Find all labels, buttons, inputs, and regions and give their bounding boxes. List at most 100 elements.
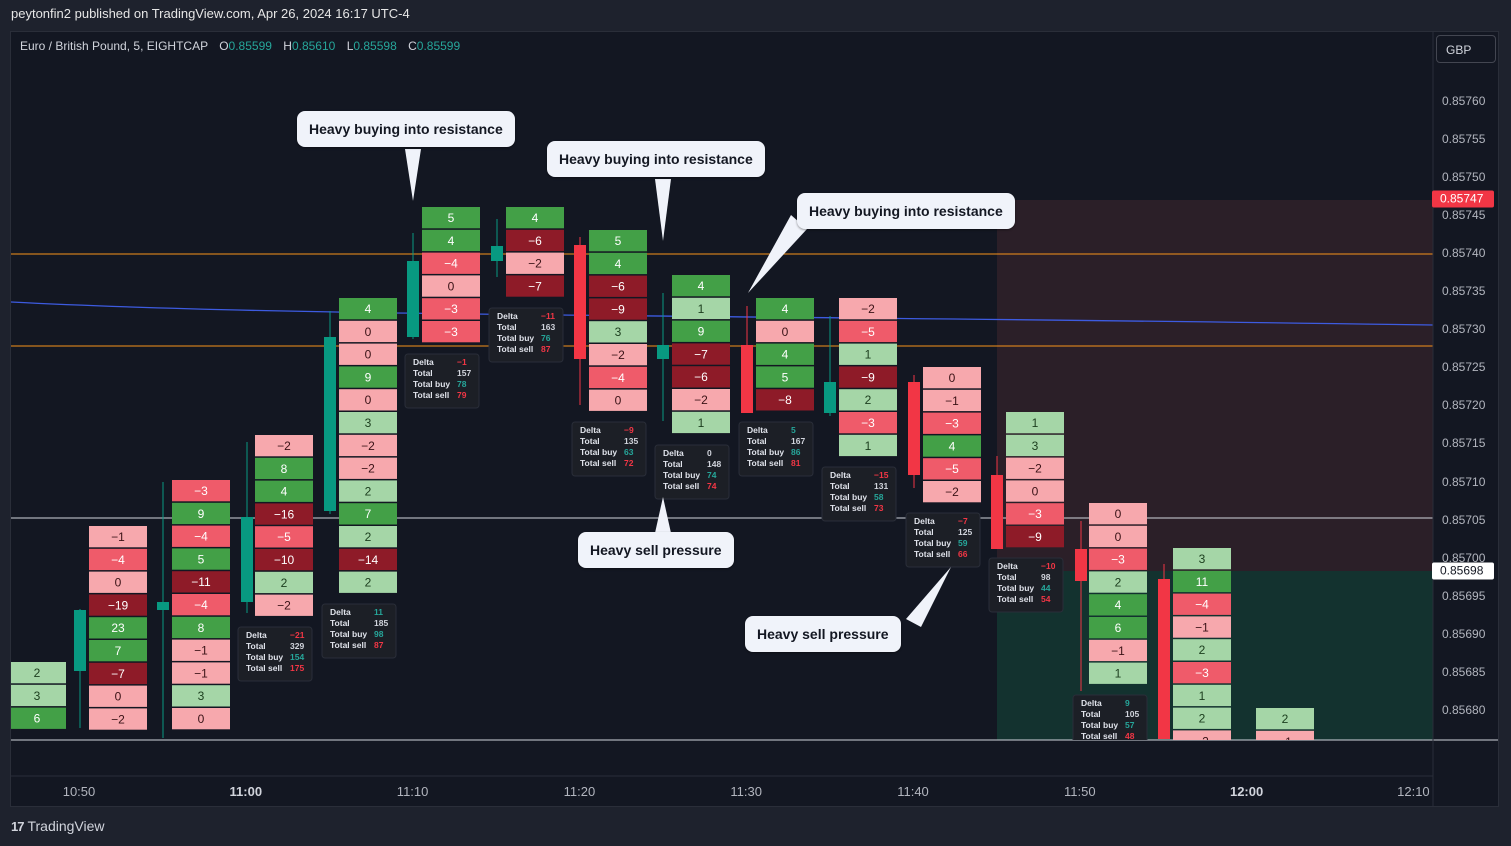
footprint-cell-value: −7 xyxy=(111,667,125,681)
footprint-cell xyxy=(339,298,397,320)
stats-value: 11 xyxy=(374,607,383,617)
chart-canvas[interactable]: 236−1−40−19237−70−2−39−45−11−48−1−130−28… xyxy=(11,32,1499,807)
footprint-cell-value: −2 xyxy=(1195,734,1209,748)
footprint-cell-value: −2 xyxy=(945,485,959,499)
footprint-cell xyxy=(1006,526,1064,548)
footprint-cell-value: 3 xyxy=(1199,552,1206,566)
footprint-cell xyxy=(172,616,230,639)
footprint-cell xyxy=(339,548,397,571)
stats-value: 74 xyxy=(707,470,717,480)
callout-heavy-sell-1[interactable]: Heavy sell pressure xyxy=(578,532,734,568)
callout-heavy-buying-1[interactable]: Heavy buying into resistance xyxy=(297,111,515,147)
stats-value: 79 xyxy=(457,390,467,400)
footprint-cell-value: 7 xyxy=(115,644,122,658)
footprint-cell xyxy=(89,617,147,639)
footprint-cell-value: 4 xyxy=(281,485,288,499)
stats-value: 66 xyxy=(958,549,968,559)
footprint-cell-value: 0 xyxy=(1115,530,1122,544)
stats-label: Total buy xyxy=(830,492,867,502)
stats-value: 5 xyxy=(791,425,796,435)
footprint-cell xyxy=(672,343,730,365)
footprint-cell-value: 2 xyxy=(365,530,372,544)
footprint-cell xyxy=(756,343,814,365)
stats-value: 87 xyxy=(541,344,551,354)
footprint-cell xyxy=(89,526,147,548)
stats-box-bg xyxy=(988,557,1064,613)
stats-box-bg xyxy=(821,466,897,522)
stats-label: Total buy xyxy=(1081,720,1118,730)
stats-value: 72 xyxy=(624,458,634,468)
stats-box-bg xyxy=(488,307,564,363)
callout-heavy-buying-3[interactable]: Heavy buying into resistance xyxy=(797,193,1015,229)
stats-value: 175 xyxy=(290,663,304,673)
footprint-cell-value: −5 xyxy=(861,325,875,339)
footprint-cell-value: −1 xyxy=(194,644,208,658)
footprint-cell xyxy=(1173,684,1231,707)
footprint-cell xyxy=(1006,503,1064,525)
footprint-cell-value: 9 xyxy=(365,370,372,384)
stats-label: Total xyxy=(830,481,850,491)
footprint-cell xyxy=(11,662,66,684)
footprint-cell xyxy=(339,320,397,343)
stats-label: Total xyxy=(246,641,266,651)
footprint-cell-value: −2 xyxy=(1028,462,1042,476)
delta-stats-box: Delta 5 Total 167 Total buy 86 Total sell 81 xyxy=(738,421,814,477)
callout-heavy-sell-2[interactable]: Heavy sell pressure xyxy=(745,616,901,652)
footprint-cell xyxy=(89,708,147,730)
footprint-cell xyxy=(255,526,313,548)
footprint-cell xyxy=(1089,662,1147,684)
candle-body xyxy=(241,517,253,602)
stats-box-bg xyxy=(404,353,480,409)
stats-value: 63 xyxy=(624,447,634,457)
stats-value: 58 xyxy=(874,492,884,502)
resistance-zone xyxy=(997,200,1433,571)
footprint-cell-value: −5 xyxy=(277,530,291,544)
stats-label: Delta xyxy=(1081,698,1102,708)
stats-label: Delta xyxy=(914,516,935,526)
tradingview-logo-icon: 17 xyxy=(11,818,25,834)
footprint-cell xyxy=(172,685,230,707)
candle-body xyxy=(657,345,669,359)
footprint-cell-value: 3 xyxy=(615,325,622,339)
footprint-cell-value: 7 xyxy=(365,507,372,521)
footprint-cell-value: −2 xyxy=(361,462,375,476)
footprint-cell xyxy=(1089,639,1147,662)
footprint-cell xyxy=(839,412,897,434)
stats-label: Total sell xyxy=(497,344,533,354)
stats-label: Total buy xyxy=(246,652,283,662)
footprint-cell xyxy=(589,344,647,366)
high-value: 0.85610 xyxy=(291,39,336,53)
footprint-cell xyxy=(1173,730,1231,740)
low-value: 0.85598 xyxy=(353,39,397,53)
stats-value: 125 xyxy=(958,527,972,537)
footprint-cell xyxy=(839,298,897,320)
footprint-cell xyxy=(1089,548,1147,570)
footprint-cell-value: −14 xyxy=(358,553,379,567)
footprint-cell xyxy=(672,411,730,434)
footprint-cell-value: 4 xyxy=(448,234,455,248)
footprint-cell xyxy=(839,320,897,343)
footprint-cell-value: 3 xyxy=(1032,439,1039,453)
stats-label: Total sell xyxy=(663,481,699,491)
footprint-cell-value: 3 xyxy=(34,689,41,703)
footprint-cell xyxy=(923,435,981,457)
footprint-cell xyxy=(172,502,230,525)
stats-value: −7 xyxy=(958,516,968,526)
footprint-cell-value: −2 xyxy=(277,599,291,613)
footprint-cell xyxy=(255,435,313,457)
footprint-cell xyxy=(422,207,480,229)
candle-body xyxy=(407,261,419,337)
footprint-cell xyxy=(923,367,981,389)
stats-box-bg xyxy=(321,603,397,659)
tradingview-footer[interactable]: 17 TradingView xyxy=(11,818,105,834)
callout-heavy-buying-2[interactable]: Heavy buying into resistance xyxy=(547,141,765,177)
stats-label: Delta xyxy=(997,561,1018,571)
footprint-cell-value: −2 xyxy=(611,348,625,362)
stats-label: Total buy xyxy=(663,470,700,480)
footprint-cell xyxy=(339,343,397,365)
stats-label: Total sell xyxy=(330,640,366,650)
footprint-cell-value: −3 xyxy=(861,416,875,430)
currency-button[interactable]: GBP xyxy=(1436,35,1496,63)
footprint-cell-value: −2 xyxy=(111,712,125,726)
stats-label: Total buy xyxy=(580,447,617,457)
